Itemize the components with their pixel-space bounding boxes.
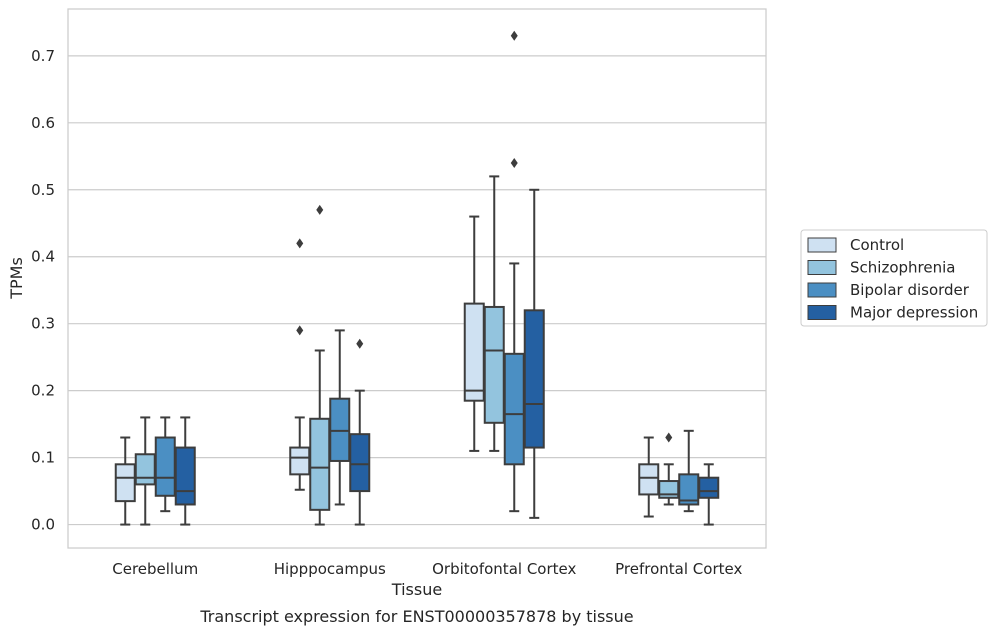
legend-frame	[800, 229, 988, 327]
iqr-box	[134, 453, 156, 486]
box-major-depression	[523, 188, 545, 519]
legend: Control Schizophrenia Bipolar disorder Majo…	[800, 229, 988, 327]
outlier-point	[510, 158, 518, 168]
box-major-depression	[349, 338, 371, 526]
y-tick-label: 0.0	[31, 516, 55, 534]
box-schizophrenia	[658, 432, 680, 506]
box-bipolar-disorder	[329, 329, 351, 506]
legend-swatch	[807, 282, 837, 298]
box-control	[289, 238, 311, 491]
y-tick-labels: 0.0 0.1 0.2 0.3 0.4 0.5 0.6 0.7	[31, 47, 55, 534]
iqr-box	[174, 446, 196, 506]
x-tick-label: Hipppocampus	[274, 560, 386, 578]
iqr-box	[154, 436, 176, 497]
outlier-point	[296, 325, 304, 336]
y-tick-label: 0.6	[31, 114, 55, 132]
x-tick-label: Cerebellum	[112, 560, 198, 578]
box-schizophrenia	[134, 416, 156, 526]
legend-label: Major depression	[850, 304, 978, 322]
y-tick-label: 0.3	[31, 315, 55, 333]
y-tick-label: 0.5	[31, 181, 55, 199]
y-tick-label: 0.2	[31, 382, 55, 400]
y-tick-label: 0.7	[31, 47, 55, 65]
outlier-point	[316, 204, 324, 215]
iqr-box	[523, 309, 545, 449]
boxes	[114, 30, 720, 526]
x-axis-title: Tissue	[391, 580, 442, 599]
x-tick-labels: Cerebellum Hipppocampus Orbitofontal Corte…	[112, 560, 742, 578]
chart-caption: Transcript expression for ENST0000035787…	[199, 607, 633, 626]
box-control	[463, 215, 485, 452]
plot-frame	[67, 8, 767, 549]
box-control	[638, 436, 660, 518]
legend-swatch	[807, 305, 837, 320]
iqr-box	[309, 417, 331, 511]
box-bipolar-disorder	[503, 30, 525, 513]
iqr-box	[289, 446, 311, 476]
legend-label: Schizophrenia	[850, 259, 955, 277]
y-tick-label: 0.4	[31, 248, 55, 266]
box-bipolar-disorder	[678, 429, 700, 513]
box-control	[114, 436, 136, 526]
iqr-box	[698, 476, 720, 499]
x-tick-label: Orbitofontal Cortex	[432, 560, 576, 578]
iqr-box	[503, 352, 525, 466]
y-axis-title: TPMs	[7, 257, 26, 300]
outlier-point	[510, 30, 518, 41]
legend-label: Control	[850, 236, 904, 254]
iqr-box	[483, 305, 505, 424]
iqr-box	[349, 433, 371, 493]
box-bipolar-disorder	[154, 416, 176, 513]
outlier-point	[296, 238, 304, 249]
iqr-box	[114, 463, 136, 503]
legend-label: Bipolar disorder	[850, 281, 970, 299]
legend-swatch	[807, 260, 837, 275]
box-schizophrenia	[483, 175, 505, 452]
box-schizophrenia	[309, 204, 331, 526]
box-major-depression	[174, 416, 196, 526]
box-major-depression	[698, 463, 720, 526]
iqr-box	[463, 302, 485, 402]
x-tick-label: Prefrontal Cortex	[615, 560, 742, 578]
iqr-box	[638, 463, 660, 496]
legend-swatch	[807, 237, 837, 253]
outlier-point	[665, 432, 673, 443]
outlier-point	[356, 338, 364, 349]
iqr-box	[329, 397, 351, 462]
y-tick-label: 0.1	[31, 449, 55, 467]
